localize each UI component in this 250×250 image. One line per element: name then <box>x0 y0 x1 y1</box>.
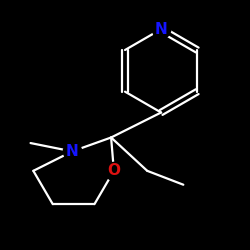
Text: O: O <box>108 163 120 178</box>
Text: N: N <box>66 144 78 159</box>
Text: N: N <box>155 22 168 37</box>
